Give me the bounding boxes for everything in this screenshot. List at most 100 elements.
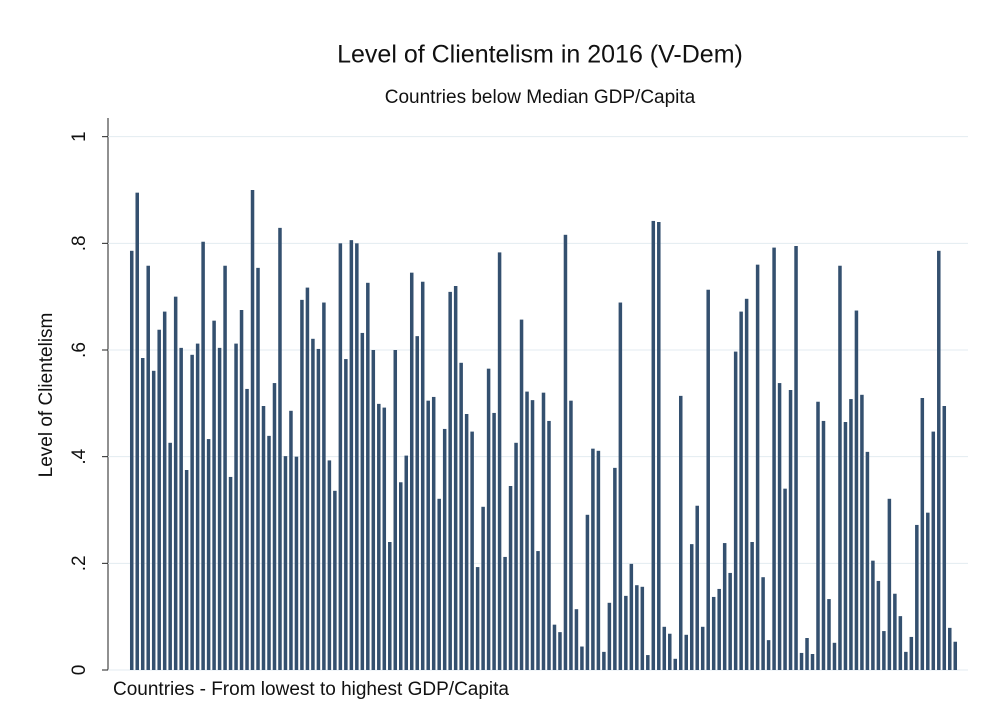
- bar: [695, 505, 699, 670]
- bar: [508, 486, 513, 670]
- bar: [464, 414, 469, 670]
- bar: [854, 310, 859, 670]
- bar: [453, 286, 458, 670]
- bar: [552, 624, 557, 670]
- bar: [766, 640, 771, 670]
- bar: [195, 343, 200, 670]
- bar: [442, 428, 447, 670]
- bar: [865, 451, 870, 670]
- bar: [574, 609, 579, 670]
- bar: [261, 406, 266, 670]
- bar: [409, 272, 414, 670]
- bar: [415, 336, 419, 670]
- bar: [289, 410, 293, 670]
- bar: [849, 399, 853, 670]
- bar: [267, 435, 271, 670]
- bar: [843, 422, 848, 670]
- bar: [272, 383, 277, 670]
- bar: [904, 651, 908, 670]
- bar: [399, 482, 403, 670]
- bar: [722, 543, 727, 670]
- bar: [234, 343, 238, 670]
- bar: [316, 348, 321, 670]
- bar: [860, 394, 864, 670]
- bar: [333, 490, 337, 670]
- bar: [338, 243, 343, 671]
- bar: [569, 400, 573, 670]
- bar: [739, 311, 743, 670]
- y-axis-label: Level of Clientelism: [36, 313, 57, 478]
- bar: [300, 299, 304, 670]
- bar: [646, 655, 650, 670]
- bar: [388, 542, 392, 670]
- bar: [327, 460, 332, 670]
- bar: [420, 281, 425, 670]
- bar: [717, 588, 721, 670]
- bar: [459, 362, 463, 670]
- bar: [437, 498, 441, 670]
- bar: [772, 247, 776, 670]
- bar: [530, 400, 535, 670]
- bar: [706, 289, 710, 670]
- bar: [893, 593, 897, 670]
- bar: [788, 390, 793, 670]
- bar: [558, 632, 562, 670]
- bar: [777, 383, 782, 670]
- bar: [937, 250, 941, 671]
- bar: [689, 544, 694, 670]
- bar: [832, 642, 837, 670]
- bar: [355, 243, 359, 671]
- bar: [761, 577, 765, 670]
- bar: [805, 638, 809, 670]
- bar: [448, 291, 452, 670]
- bar: [283, 456, 288, 670]
- bar: [580, 646, 584, 670]
- bar: [212, 320, 216, 670]
- bar: [294, 456, 299, 670]
- bar: [151, 370, 156, 670]
- bar: [629, 563, 634, 670]
- bar: [217, 347, 222, 670]
- bar: [360, 332, 365, 670]
- bar: [728, 572, 732, 670]
- bar: [525, 391, 529, 670]
- bar: [909, 636, 914, 670]
- bar: [541, 392, 546, 670]
- bar: [344, 359, 348, 670]
- bar: [602, 651, 606, 670]
- bar: [948, 627, 952, 670]
- bar: [140, 358, 145, 670]
- bar: [635, 585, 639, 670]
- bar: [278, 227, 282, 670]
- bar: [536, 551, 540, 670]
- bar: [887, 498, 892, 670]
- bar: [596, 450, 601, 670]
- bar: [366, 282, 370, 670]
- bar: [206, 439, 211, 670]
- bar: [503, 556, 507, 670]
- bar: [744, 298, 749, 670]
- bar: [711, 596, 716, 670]
- bar: [157, 329, 161, 670]
- bar: [915, 524, 919, 670]
- bar: [931, 431, 936, 670]
- bar: [162, 311, 167, 670]
- bar: [838, 265, 842, 670]
- chart-title: Level of Clientelism in 2016 (V-Dem): [337, 41, 743, 69]
- bar: [799, 652, 804, 670]
- bar: [783, 488, 787, 670]
- bar: [827, 599, 831, 670]
- bar: [497, 252, 502, 670]
- bar: [547, 420, 551, 670]
- bar: [305, 287, 310, 670]
- y-tick-label: .2: [69, 555, 90, 571]
- bar: [816, 401, 820, 670]
- bar: [613, 467, 617, 670]
- bar: [349, 240, 354, 670]
- bar: [470, 431, 474, 670]
- y-tick-label: .6: [69, 342, 90, 358]
- bar: [585, 514, 590, 670]
- bar: [755, 264, 760, 670]
- bar: [519, 319, 524, 670]
